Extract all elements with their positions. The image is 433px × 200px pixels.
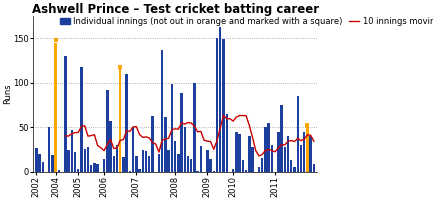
Bar xyxy=(290,160,292,172)
Bar xyxy=(184,127,186,172)
Bar xyxy=(109,121,112,172)
Bar xyxy=(87,147,89,172)
Bar xyxy=(310,136,312,172)
Bar xyxy=(145,151,147,172)
Bar xyxy=(64,56,67,172)
Bar xyxy=(261,158,263,172)
Bar xyxy=(235,132,238,172)
Bar xyxy=(168,150,170,172)
Bar xyxy=(280,105,283,172)
Bar xyxy=(74,152,76,172)
Bar xyxy=(93,163,96,172)
Bar xyxy=(80,67,83,172)
Bar xyxy=(39,154,41,172)
Bar xyxy=(113,156,115,172)
Bar xyxy=(226,114,228,172)
Bar xyxy=(216,38,218,172)
Bar xyxy=(84,149,86,172)
Bar xyxy=(251,147,254,172)
Bar xyxy=(174,141,176,172)
Bar xyxy=(242,160,244,172)
Bar xyxy=(277,132,280,172)
Bar xyxy=(116,145,118,172)
Bar xyxy=(164,117,167,172)
Legend: Individual innings (not out in orange and marked with a square), 10 innings movi: Individual innings (not out in orange an… xyxy=(60,17,433,26)
Bar xyxy=(222,39,225,172)
Bar xyxy=(148,156,151,172)
Title: Ashwell Prince – Test cricket batting career: Ashwell Prince – Test cricket batting ca… xyxy=(32,3,319,16)
Y-axis label: Runs: Runs xyxy=(3,84,12,104)
Bar xyxy=(35,148,38,172)
Bar xyxy=(42,162,44,172)
Bar xyxy=(239,134,241,172)
Bar xyxy=(58,170,60,172)
Bar xyxy=(300,145,302,172)
Bar xyxy=(187,156,189,172)
Bar xyxy=(268,123,270,172)
Bar xyxy=(200,146,202,172)
Bar xyxy=(219,27,221,172)
Bar xyxy=(77,169,80,172)
Bar xyxy=(177,154,180,172)
Bar xyxy=(245,170,247,172)
Bar xyxy=(271,145,273,172)
Bar xyxy=(284,147,286,172)
Bar xyxy=(264,127,267,172)
Bar xyxy=(55,43,57,172)
Bar xyxy=(119,69,121,172)
Bar xyxy=(303,132,305,172)
Bar xyxy=(297,96,299,172)
Bar xyxy=(103,159,105,172)
Bar xyxy=(122,157,125,172)
Bar xyxy=(197,171,199,172)
Bar xyxy=(232,169,234,172)
Bar xyxy=(90,165,92,172)
Bar xyxy=(213,171,215,172)
Bar xyxy=(68,150,70,172)
Bar xyxy=(293,167,296,172)
Bar xyxy=(126,74,128,172)
Bar xyxy=(151,116,154,172)
Bar xyxy=(193,83,196,172)
Bar xyxy=(135,156,138,172)
Bar xyxy=(161,50,163,172)
Bar xyxy=(313,164,315,172)
Bar xyxy=(51,155,54,172)
Bar xyxy=(132,127,134,172)
Bar xyxy=(139,169,141,172)
Bar xyxy=(206,150,209,172)
Bar xyxy=(287,136,289,172)
Bar xyxy=(71,130,73,172)
Bar xyxy=(142,150,144,172)
Bar xyxy=(190,159,192,172)
Bar xyxy=(248,136,251,172)
Bar xyxy=(158,154,160,172)
Bar xyxy=(106,90,109,172)
Bar xyxy=(97,164,99,172)
Bar xyxy=(210,159,212,172)
Bar xyxy=(48,127,50,172)
Bar xyxy=(306,127,309,172)
Bar xyxy=(129,171,131,172)
Bar xyxy=(171,84,173,172)
Bar xyxy=(180,93,183,172)
Bar xyxy=(258,167,260,172)
